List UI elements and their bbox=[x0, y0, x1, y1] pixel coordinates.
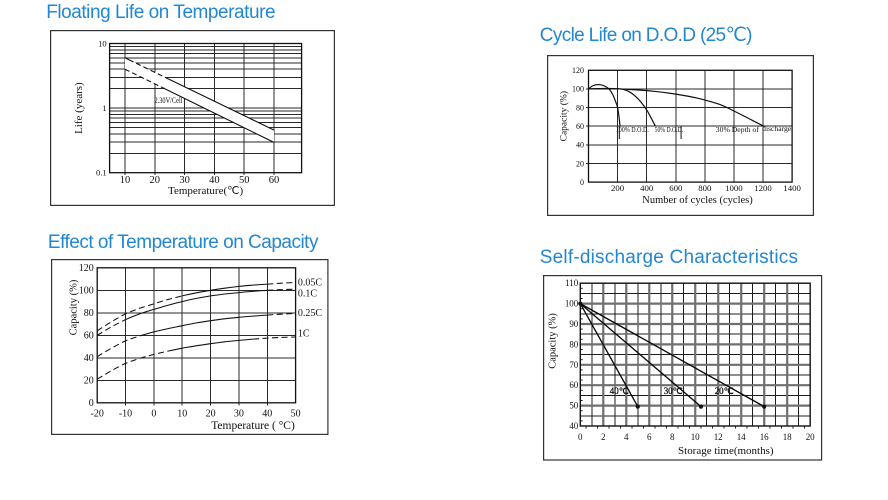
svg-text:-10: -10 bbox=[119, 408, 132, 419]
svg-text:90: 90 bbox=[570, 319, 579, 329]
svg-text:10: 10 bbox=[691, 432, 700, 442]
svg-text:50: 50 bbox=[239, 174, 250, 185]
svg-text:50: 50 bbox=[291, 408, 301, 419]
svg-text:40: 40 bbox=[84, 353, 94, 364]
svg-text:80: 80 bbox=[570, 340, 579, 350]
svg-text:10: 10 bbox=[120, 174, 131, 185]
svg-text:0.25C: 0.25C bbox=[298, 308, 323, 319]
svg-text:6: 6 bbox=[647, 432, 652, 442]
svg-text:60: 60 bbox=[570, 381, 579, 391]
svg-text:30: 30 bbox=[234, 408, 244, 419]
svg-text:Storage time(months): Storage time(months) bbox=[678, 445, 774, 457]
svg-text:2: 2 bbox=[601, 432, 606, 442]
svg-text:70: 70 bbox=[570, 360, 579, 370]
svg-text:40: 40 bbox=[262, 408, 272, 419]
svg-text:50: 50 bbox=[570, 401, 579, 411]
svg-text:Temperature(℃): Temperature(℃) bbox=[168, 185, 243, 197]
svg-text:14: 14 bbox=[737, 432, 746, 442]
svg-text:12: 12 bbox=[714, 432, 723, 442]
svg-text:40: 40 bbox=[570, 421, 579, 431]
svg-text:100: 100 bbox=[79, 286, 94, 297]
svg-text:30℃: 30℃ bbox=[664, 386, 683, 396]
svg-text:-20: -20 bbox=[91, 408, 104, 419]
svg-text:0.1: 0.1 bbox=[96, 167, 107, 177]
svg-text:20: 20 bbox=[150, 174, 161, 185]
svg-text:50% D.O.D.: 50% D.O.D. bbox=[654, 125, 683, 134]
svg-text:400: 400 bbox=[640, 183, 654, 193]
svg-text:16: 16 bbox=[760, 432, 769, 442]
svg-text:2.30V/Cell: 2.30V/Cell bbox=[155, 96, 184, 105]
svg-text:20: 20 bbox=[576, 160, 584, 169]
svg-text:20℃: 20℃ bbox=[715, 386, 734, 396]
svg-text:Capacity (%): Capacity (%) bbox=[548, 313, 559, 369]
svg-text:100: 100 bbox=[565, 299, 579, 309]
svg-text:20: 20 bbox=[206, 408, 216, 419]
svg-text:Capacity (%): Capacity (%) bbox=[558, 91, 569, 141]
svg-text:20: 20 bbox=[806, 432, 815, 442]
svg-text:100% D.O.D.: 100% D.O.D. bbox=[616, 125, 649, 134]
svg-text:0: 0 bbox=[151, 408, 156, 419]
svg-text:60: 60 bbox=[84, 331, 94, 342]
svg-text:30: 30 bbox=[179, 174, 190, 185]
svg-text:Life (years): Life (years) bbox=[73, 81, 85, 133]
svg-text:120: 120 bbox=[79, 263, 94, 274]
svg-text:1200: 1200 bbox=[754, 183, 772, 193]
svg-text:0.05C: 0.05C bbox=[298, 278, 323, 289]
svg-text:100: 100 bbox=[572, 85, 584, 94]
svg-text:600: 600 bbox=[669, 183, 683, 193]
svg-text:800: 800 bbox=[698, 183, 712, 193]
svg-text:10: 10 bbox=[98, 38, 107, 48]
svg-text:0: 0 bbox=[578, 432, 583, 442]
svg-text:1000: 1000 bbox=[725, 183, 743, 193]
svg-text:Number of cycles (cycles): Number of cycles (cycles) bbox=[642, 195, 753, 206]
svg-text:1400: 1400 bbox=[783, 183, 801, 193]
svg-text:30% Depth of: 30% Depth of bbox=[716, 125, 760, 134]
svg-text:1: 1 bbox=[102, 103, 106, 113]
svg-text:8: 8 bbox=[670, 432, 675, 442]
svg-text:110: 110 bbox=[565, 279, 579, 289]
svg-text:discharge: discharge bbox=[762, 124, 792, 133]
svg-text:80: 80 bbox=[84, 308, 94, 319]
svg-text:18: 18 bbox=[783, 432, 792, 442]
svg-text:40: 40 bbox=[209, 174, 220, 185]
svg-text:40: 40 bbox=[576, 141, 584, 150]
svg-text:10: 10 bbox=[177, 408, 187, 419]
svg-text:60: 60 bbox=[576, 122, 584, 131]
svg-text:0: 0 bbox=[89, 398, 94, 409]
svg-text:40℃: 40℃ bbox=[610, 386, 629, 396]
svg-text:0.1C: 0.1C bbox=[298, 289, 318, 300]
svg-text:4: 4 bbox=[624, 432, 629, 442]
svg-text:0: 0 bbox=[580, 178, 584, 187]
svg-text:60: 60 bbox=[269, 174, 280, 185]
svg-text:1C: 1C bbox=[298, 328, 310, 339]
svg-text:20: 20 bbox=[84, 376, 94, 387]
svg-text:80: 80 bbox=[576, 104, 584, 113]
svg-text:Temperature ( °C): Temperature ( °C) bbox=[211, 420, 295, 432]
svg-text:120: 120 bbox=[572, 66, 584, 75]
svg-text:Capacity (%): Capacity (%) bbox=[69, 279, 80, 335]
svg-text:200: 200 bbox=[611, 183, 625, 193]
